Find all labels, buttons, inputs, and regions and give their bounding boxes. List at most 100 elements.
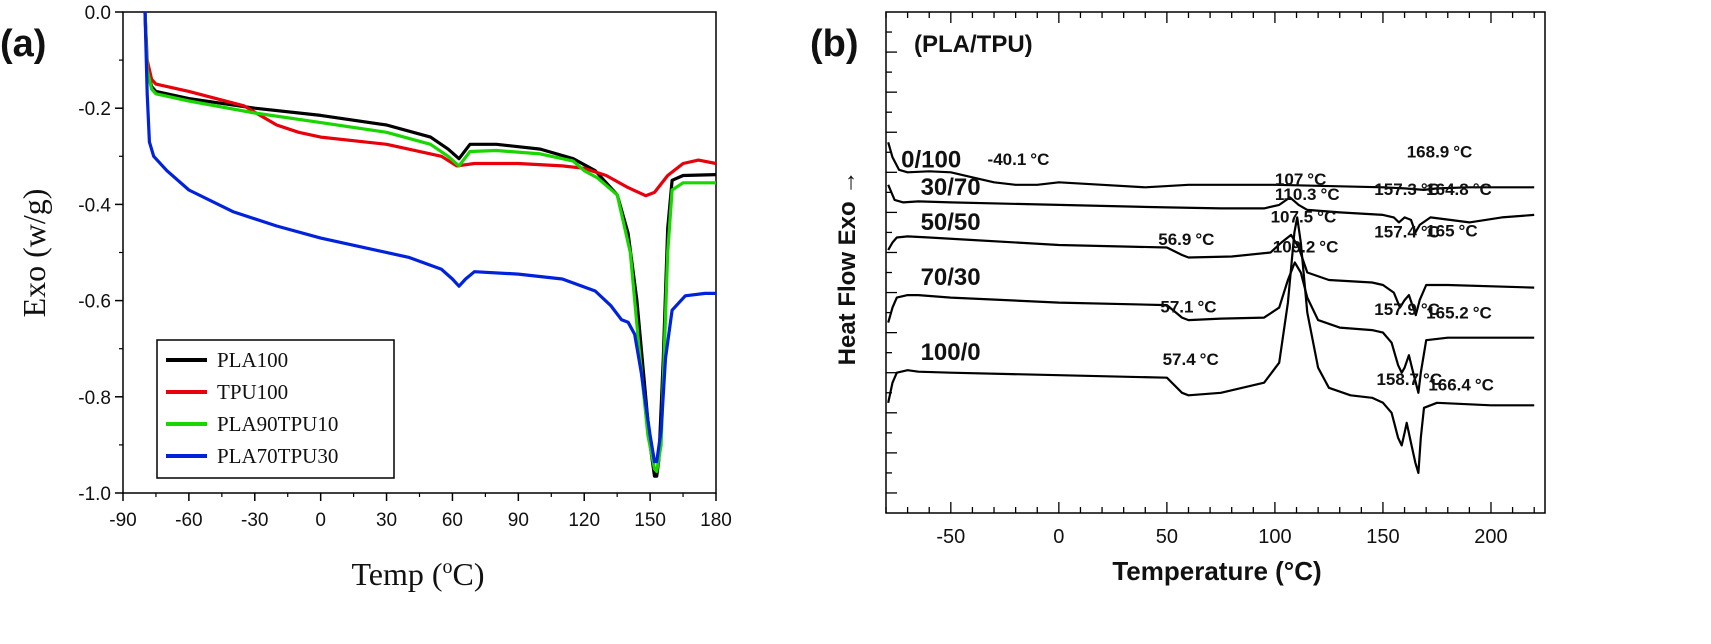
panel-b-peak-annotation-unit: °C <box>1473 180 1492 199</box>
panel-a-label: (a) <box>0 23 46 65</box>
panel-b-peak-annotation-value: 107.5 <box>1271 207 1314 226</box>
panel-b-peak-annotation: 107.5 °C <box>1271 207 1337 226</box>
panel-a-y-tick-label: -0.2 <box>78 99 111 120</box>
panel-b-series-label: 70/30 <box>921 264 981 291</box>
panel-b-peak-annotation: 157.3 °C <box>1374 180 1440 199</box>
panel-b-series-line-30-70 <box>887 184 1535 234</box>
panel-b-peak-annotation-value: 57.1 <box>1160 298 1193 317</box>
panel-b-peak-annotation-value: -40.1 <box>988 150 1027 169</box>
panel-b-peak-annotation-value: 157.4 <box>1374 222 1417 241</box>
panel-b-peak-annotation-value: 107 <box>1275 170 1303 189</box>
panel-b-series-line-50-50 <box>887 233 1535 317</box>
panel-b-peak-annotation: 165.2 °C <box>1426 304 1492 323</box>
panel-b-y-axis-label: Heat Flow Exo → <box>834 171 861 366</box>
panel-b-series-line-70-30 <box>887 261 1535 394</box>
panel-a-x-tick-label: 0 <box>315 510 326 531</box>
panel-b-peak-annotation: 57.1 °C <box>1160 298 1216 317</box>
panel-b-peak-annotation-unit: °C <box>1195 230 1214 249</box>
panel-b-peak-annotation-value: 157.3 <box>1374 180 1417 199</box>
panel-a-x-tick-label: -60 <box>175 510 202 531</box>
panel-a-y-tick-label: -1.0 <box>78 484 111 505</box>
panel-b-x-tick-label: 50 <box>1156 526 1178 548</box>
panel-a-series-line-PLA90TPU10 <box>143 11 716 473</box>
panel-b-peak-annotation: -40.1 °C <box>988 150 1050 169</box>
panel-a-x-tick-label: 30 <box>376 510 397 531</box>
panel-b-chart: (b) Heat Flow Exo → Temperature (°C) (PL… <box>810 11 1546 586</box>
panel-b-peak-annotation-value: 165 <box>1426 221 1454 240</box>
panel-b-peak-annotation-value: 110.3 <box>1275 185 1317 204</box>
panel-a-y-tick-label: 0.0 <box>85 3 111 24</box>
panel-b-peak-annotation-unit: °C <box>1421 222 1440 241</box>
panel-b-peak-annotation-unit: °C <box>1321 185 1340 204</box>
panel-b-peak-annotation-value: 109.2 <box>1273 237 1316 256</box>
panel-b-plot-area: -50 0 50 100 150 200 100/0 70/30 50/50 30/700/100… <box>885 11 1546 548</box>
panel-b-peak-annotation: 56.9 °C <box>1158 230 1214 249</box>
panel-b-x-tick-label: -50 <box>936 526 965 548</box>
panel-a-legend-entry: TPU100 <box>217 380 288 404</box>
panel-a-x-tick-label: 90 <box>508 510 529 531</box>
panel-b-peak-annotation-value: 168.9 <box>1407 142 1450 161</box>
panel-b-series-label: 0/100 <box>901 146 961 173</box>
panel-b-peak-annotation: 165 °C <box>1426 221 1477 240</box>
panel-b-peak-annotation: 110.3 °C <box>1275 185 1340 204</box>
panel-a-series-line-TPU100 <box>143 11 717 198</box>
panel-b-peak-annotation-unit: °C <box>1453 142 1472 161</box>
panel-a-x-tick-label: 150 <box>634 510 666 531</box>
panel-b-peak-annotation-unit: °C <box>1423 370 1442 389</box>
panel-b-peak-annotation-value: 164.8 <box>1426 180 1469 199</box>
panel-a-legend-entry: PLA70TPU30 <box>217 444 338 468</box>
panel-b-x-tick-label: 200 <box>1474 526 1507 548</box>
panel-b-x-tick-label: 150 <box>1366 526 1399 548</box>
panel-b-peak-annotation-unit: °C <box>1459 221 1478 240</box>
panel-a-legend-entry: PLA100 <box>217 348 288 372</box>
panel-a-x-axis-label-text: Temp ( <box>351 556 442 592</box>
panel-b-peak-annotation-value: 157.9 <box>1374 300 1417 319</box>
panel-a-x-tick-label: 60 <box>442 510 463 531</box>
panel-a-x-axis-label-superscript: o <box>443 556 453 578</box>
panel-b-peak-annotation-value: 166.4 <box>1428 375 1471 394</box>
panel-a-x-tick-label: 180 <box>700 510 732 531</box>
panel-b-x-tick-label: 100 <box>1258 526 1291 548</box>
panel-a-x-tick-label: 120 <box>568 510 600 531</box>
panel-b-series-line-100-0 <box>887 216 1535 474</box>
panel-b-peak-annotation-value: 57.4 <box>1163 350 1197 369</box>
panel-a-x-tick-label: -30 <box>241 510 268 531</box>
panel-b-peak-annotation: 157.9 °C <box>1374 300 1440 319</box>
panel-a-legend <box>156 339 395 479</box>
panel-b-peak-annotation-value: 158.7 <box>1376 370 1419 389</box>
panel-b-series-label: 50/50 <box>921 209 981 236</box>
panel-b-peak-annotation-unit: °C <box>1200 350 1219 369</box>
panel-b-peak-annotation-unit: °C <box>1319 237 1338 256</box>
panel-b-axes-frame <box>885 11 1546 514</box>
panel-b-peak-annotation: 57.4 °C <box>1163 350 1219 369</box>
panel-b-label: (b) <box>810 23 859 65</box>
panel-b-peak-annotation: 107 °C <box>1275 170 1326 189</box>
panel-b-x-axis-label: Temperature (°C) <box>1112 556 1321 586</box>
panel-b-peak-annotation-unit: °C <box>1421 300 1440 319</box>
panel-b-peak-annotation: 158.7 °C <box>1376 370 1442 389</box>
panel-b-peak-annotation: 168.9 °C <box>1407 142 1473 161</box>
panel-a-plot-area: -90 -60 -30 0 30 60 90 120 150 180 0.0 -0.2 -0.4 -0.6… <box>78 3 732 531</box>
panel-b-series-line-0-100 <box>887 141 1535 191</box>
panel-a-legend-entry: PLA90TPU10 <box>217 412 338 436</box>
panel-b-peak-annotation-unit: °C <box>1475 375 1494 394</box>
panel-b-series-label: 100/0 <box>921 339 981 366</box>
panel-b-series-label: 30/70 <box>921 174 981 201</box>
panel-a-y-tick-label: -0.4 <box>78 195 111 216</box>
panel-a-x-tick-label: -90 <box>109 510 136 531</box>
panel-b-peak-annotation: 166.4 °C <box>1428 375 1494 394</box>
panel-a-x-axis-label: Temp (oC) <box>351 556 484 592</box>
panel-b-peak-annotation-unit: °C <box>1197 298 1216 317</box>
panel-a-y-tick-label: -0.6 <box>78 292 111 313</box>
panel-a-y-tick-label: -0.8 <box>78 388 111 409</box>
panel-b-x-tick-label: 0 <box>1053 526 1064 548</box>
panel-b-peak-annotation: 164.8 °C <box>1426 180 1492 199</box>
panel-b-peak-annotation-unit: °C <box>1421 180 1440 199</box>
panel-a-series-line-PLA70TPU30 <box>143 11 716 464</box>
panel-b-peak-annotation-unit: °C <box>1317 207 1336 226</box>
panel-b-peak-annotation: 109.2 °C <box>1273 237 1339 256</box>
panel-b-peak-annotation: 157.4 °C <box>1374 222 1440 241</box>
panel-b-peak-annotation-unit: °C <box>1473 304 1492 323</box>
panel-b-peak-annotation-unit: °C <box>1030 150 1049 169</box>
